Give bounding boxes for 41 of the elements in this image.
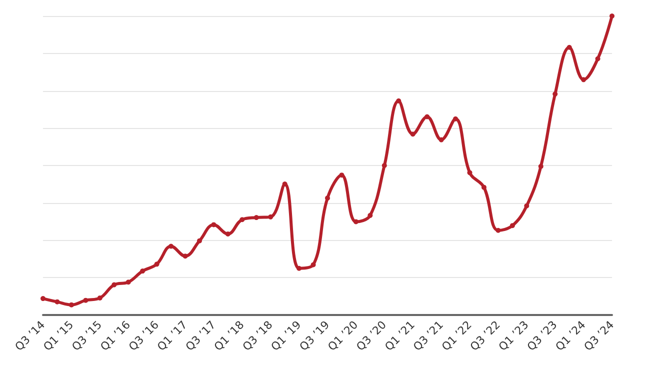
point — [68, 302, 74, 308]
point — [54, 299, 60, 304]
point — [467, 170, 472, 176]
point — [610, 14, 614, 18]
point — [396, 98, 402, 104]
point — [310, 262, 316, 268]
point — [282, 182, 288, 187]
point — [353, 219, 358, 224]
point — [424, 114, 430, 120]
point — [296, 266, 302, 271]
point — [496, 228, 501, 233]
point — [97, 295, 102, 300]
point — [40, 296, 46, 302]
point — [182, 254, 188, 259]
point — [410, 132, 416, 137]
point — [112, 282, 117, 288]
point — [510, 223, 515, 228]
point — [126, 280, 131, 285]
point — [254, 215, 259, 220]
point — [438, 137, 444, 142]
point — [566, 44, 572, 50]
point — [154, 262, 160, 267]
point — [140, 268, 146, 274]
point — [382, 163, 387, 168]
point — [524, 203, 530, 208]
point — [552, 92, 558, 97]
point — [581, 77, 586, 82]
point — [325, 196, 330, 201]
point — [453, 116, 458, 122]
point — [211, 222, 216, 228]
point — [339, 172, 344, 178]
point — [196, 238, 202, 244]
point — [268, 214, 274, 220]
point — [168, 244, 174, 249]
point — [538, 164, 544, 169]
point — [481, 184, 486, 190]
point — [225, 231, 230, 236]
point — [595, 56, 600, 62]
point — [83, 298, 88, 303]
point — [368, 212, 373, 218]
point — [240, 217, 245, 222]
